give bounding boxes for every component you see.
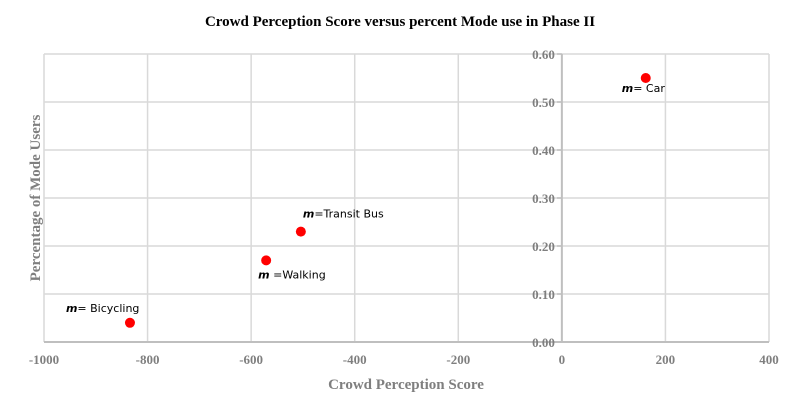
x-tick-label: -600 bbox=[239, 352, 263, 367]
x-tick-label: 0 bbox=[559, 352, 566, 367]
tick-labels: -1000 -800 -600 -400 -200 0 200 400 0.00 0.10 0.20… bbox=[29, 47, 779, 367]
data-point bbox=[640, 73, 651, 83]
data-label-prefix: m bbox=[622, 82, 633, 95]
y-axis-label: Percentage of Mode Users bbox=[28, 114, 44, 281]
data-label: m=Transit Bus bbox=[303, 208, 384, 221]
y-tick-label: 0.50 bbox=[532, 95, 555, 110]
data-label-text: = Bicycling bbox=[77, 302, 139, 315]
data-point bbox=[124, 317, 135, 328]
data-point bbox=[295, 226, 306, 237]
x-tick-label: -400 bbox=[343, 352, 367, 367]
gridlines bbox=[43, 53, 770, 343]
y-tick-label: 0.40 bbox=[532, 143, 555, 158]
data-label-text: =Walking bbox=[270, 268, 326, 281]
data-label: m= Bicycling bbox=[66, 302, 139, 315]
y-tick-label: 0.10 bbox=[532, 287, 555, 302]
x-tick-label: -800 bbox=[136, 352, 160, 367]
x-tick-label: -200 bbox=[446, 352, 470, 367]
data-label-prefix: m bbox=[258, 268, 269, 281]
data-label: m= Car bbox=[622, 82, 666, 95]
x-axis-label: Crowd Perception Score bbox=[328, 377, 484, 393]
data-label: m =Walking bbox=[258, 268, 326, 281]
chart-title: Crowd Perception Score versus percent Mo… bbox=[205, 14, 595, 30]
y-tick-label: 0.60 bbox=[532, 47, 555, 62]
data-label-prefix: m bbox=[303, 208, 314, 221]
data-label-text: =Transit Bus bbox=[314, 208, 384, 221]
y-tick-label: 0.20 bbox=[532, 239, 555, 254]
data-point bbox=[261, 255, 272, 266]
x-tick-label: -1000 bbox=[29, 352, 59, 367]
data-label-text: = Car bbox=[633, 82, 665, 95]
y-tick-label: 0.30 bbox=[532, 191, 555, 206]
data-label-prefix: m bbox=[66, 302, 77, 315]
x-tick-label: 200 bbox=[656, 352, 676, 367]
x-tick-label: 400 bbox=[759, 352, 779, 367]
y-tick-label: 0.00 bbox=[532, 335, 555, 350]
